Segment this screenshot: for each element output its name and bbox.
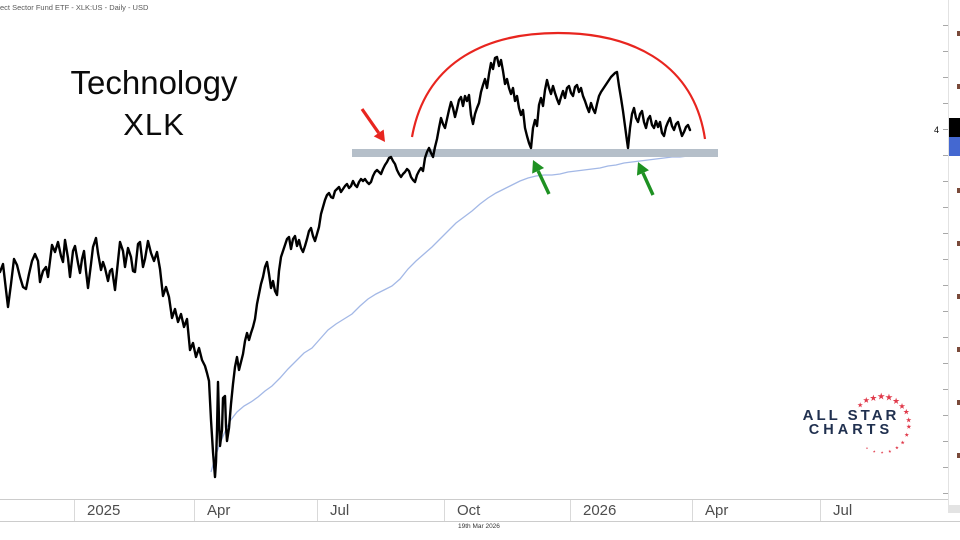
- cropped-price-label-fragment: [957, 188, 960, 193]
- allstarcharts-logo: ALL STAR CHARTS ★ ★ ★ ★ ★ ★ ★ ★ ★ ★ ★ ★ ★ ★ ★ ★ ★: [793, 393, 912, 454]
- x-axis-label-jul: Jul: [833, 502, 853, 519]
- logo-star-icon: ★: [857, 403, 863, 410]
- price-axis-tick: [943, 155, 948, 156]
- price-axis-tick: [943, 259, 948, 260]
- x-axis-label-oct: Oct: [457, 502, 481, 519]
- logo-star-icon: ★: [905, 417, 912, 424]
- chart-title-ticker: XLK: [123, 107, 185, 142]
- logo-star-icon: ★: [877, 392, 885, 402]
- instrument-header-label: ect Sector Fund ETF - XLK:US - Daily - U…: [0, 3, 149, 12]
- price-axis-tick: [943, 51, 948, 52]
- date-axis-separator: [317, 500, 318, 521]
- chart-title: Technology XLK: [38, 62, 270, 146]
- price-axis-tick: [943, 129, 948, 130]
- cropped-price-label-fragment: [957, 453, 960, 458]
- price-axis-tick: [943, 415, 948, 416]
- x-axis-label-2026: 2026: [583, 502, 617, 519]
- logo-text-line1: ALL STAR: [802, 407, 900, 424]
- logo-text-line2: CHARTS: [808, 422, 894, 438]
- moving-average-line: [210, 152, 718, 473]
- price-axis-tick: [943, 389, 948, 390]
- date-axis-separator: [74, 500, 75, 521]
- logo-star-icon: ★: [904, 432, 909, 439]
- x-axis-label-2025: 2025: [87, 502, 121, 519]
- logo-star-icon: ★: [872, 449, 876, 454]
- price-scale-footer-strip: [948, 505, 960, 513]
- cropped-price-digit: 4: [934, 125, 940, 135]
- logo-star-icon: ★: [900, 439, 905, 445]
- x-axis-label-apr: Apr: [705, 502, 729, 519]
- price-axis-tick: [943, 467, 948, 468]
- x-axis-label-jul: Jul: [330, 502, 350, 519]
- green-up-arrow-2-head: [636, 162, 649, 176]
- price-axis-tick: [943, 285, 948, 286]
- logo-star-icon: ★: [880, 450, 884, 455]
- chart-title-sector: Technology: [70, 64, 238, 101]
- cropped-price-label-fragment: [957, 84, 960, 89]
- logo-star-icon: ★: [906, 424, 912, 431]
- logo-star-icon: ★: [888, 448, 892, 453]
- last-price-box: [949, 118, 960, 137]
- support-resistance-bar: [352, 149, 718, 157]
- price-axis-tick: [943, 363, 948, 364]
- date-axis-separator: [820, 500, 821, 521]
- logo-star-icon: ★: [870, 393, 877, 403]
- green-up-arrow-2-shaft: [641, 172, 655, 196]
- price-axis-tick: [943, 103, 948, 104]
- dome-top-arc: [410, 31, 707, 140]
- price-axis-tick: [943, 207, 948, 208]
- cropped-price-label-fragment: [957, 347, 960, 352]
- price-axis-tick: [943, 233, 948, 234]
- price-axis-tick: [943, 77, 948, 78]
- logo-star-icon: ★: [863, 397, 870, 405]
- logo-star-icon: ★: [903, 408, 910, 416]
- green-up-arrow-1-shaft: [536, 170, 551, 195]
- last-date-label: 19th Mar 2026: [458, 523, 500, 530]
- date-axis-separator: [194, 500, 195, 521]
- ma-price-box: [949, 137, 960, 156]
- cropped-price-label-fragment: [957, 294, 960, 299]
- cropped-price-label-fragment: [957, 31, 960, 36]
- green-up-arrow-1-head: [532, 160, 545, 174]
- date-axis[interactable]: 2025 Apr Jul Oct 2026 Apr Jul: [0, 499, 960, 522]
- date-axis-separator: [444, 500, 445, 521]
- logo-star-icon: ★: [865, 446, 869, 450]
- x-axis-label-apr: Apr: [207, 502, 231, 519]
- logo-star-icon: ★: [895, 445, 899, 451]
- price-axis-tick: [943, 25, 948, 26]
- price-axis-tick: [943, 311, 948, 312]
- price-axis-tick: [943, 493, 948, 494]
- price-axis-tick: [943, 441, 948, 442]
- cropped-price-label-fragment: [957, 400, 960, 405]
- price-axis-tick: [943, 181, 948, 182]
- cropped-price-label-fragment: [957, 241, 960, 246]
- price-axis-tick: [943, 337, 948, 338]
- price-scale-panel[interactable]: [943, 0, 960, 505]
- logo-star-icon: ★: [892, 396, 900, 406]
- logo-star-icon: ★: [885, 393, 893, 403]
- red-down-arrow-head: [373, 129, 385, 142]
- date-axis-separator: [692, 500, 693, 521]
- logo-star-icon: ★: [898, 403, 906, 411]
- red-down-arrow-shaft: [360, 108, 381, 134]
- date-axis-separator: [570, 500, 571, 521]
- price-line: [0, 55, 692, 479]
